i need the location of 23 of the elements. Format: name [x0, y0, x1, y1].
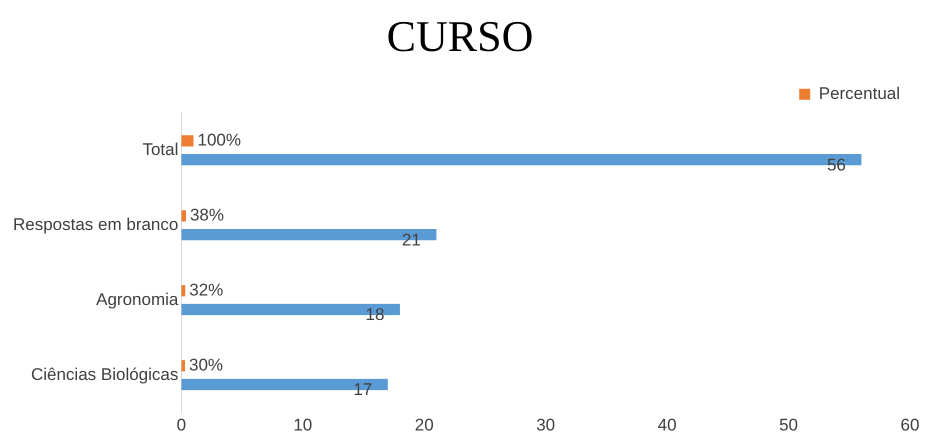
bar	[181, 285, 186, 296]
y-tick-label: Ciências Biológicas	[30, 364, 178, 384]
chart-title: CURSO	[386, 12, 534, 61]
x-tick-label: 10	[293, 415, 312, 434]
y-tick-label: Respostas em branco	[12, 214, 178, 234]
data-label: 30%	[189, 355, 224, 374]
bar	[181, 360, 186, 372]
legend-label: Percentual	[818, 84, 900, 103]
data-label: 56	[826, 155, 846, 174]
y-tick-label: Total	[142, 140, 178, 159]
y-tick-label: Agronomia	[96, 290, 179, 309]
data-label: 32%	[189, 280, 224, 300]
x-tick-label: 30	[536, 415, 556, 434]
data-label: 100%	[198, 130, 241, 150]
x-tick-label: 20	[414, 415, 434, 434]
x-tick-label: 40	[658, 415, 677, 434]
data-label: 21	[402, 230, 421, 250]
bar	[181, 135, 194, 147]
data-label: 38%	[190, 206, 224, 225]
x-tick-label: 60	[900, 415, 920, 434]
x-tick-label: 50	[779, 415, 798, 434]
x-tick-label: 0	[176, 415, 186, 434]
bar	[181, 210, 186, 222]
